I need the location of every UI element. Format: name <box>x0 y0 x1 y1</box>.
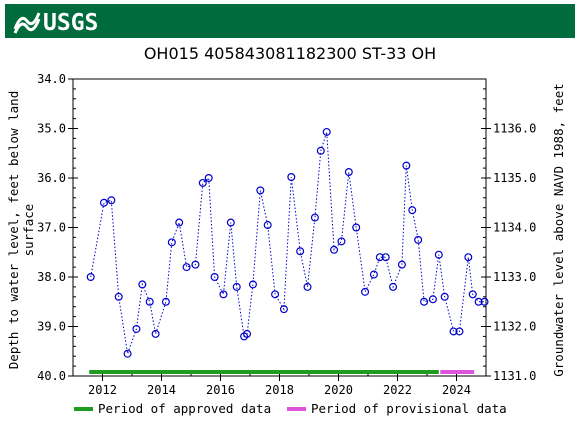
y-left-tick-label: 34.0 <box>37 72 66 86</box>
approved-period-bar <box>89 370 439 374</box>
y-right-tick-label: 1135.0 <box>493 171 536 185</box>
data-point <box>296 247 305 256</box>
data-point <box>420 297 429 306</box>
data-point <box>389 282 398 291</box>
data-point <box>408 206 417 215</box>
x-tick-label: 2022 <box>383 383 412 397</box>
data-point <box>210 273 219 282</box>
y-left-tick-label: 40.0 <box>37 369 66 383</box>
y-right-tick-label: 1132.0 <box>493 320 536 334</box>
data-point <box>337 237 346 246</box>
usgs-banner: USGS <box>5 4 575 38</box>
data-point <box>344 168 353 177</box>
data-point <box>464 253 473 262</box>
data-point <box>107 196 116 205</box>
data-point <box>330 245 339 254</box>
data-point <box>287 173 296 182</box>
data-point <box>279 305 288 314</box>
data-point <box>303 282 312 291</box>
right-axis: 1136.0 1135.0 1134.0 1133.0 1132.0 1131.0 <box>481 88 536 383</box>
data-point <box>369 270 378 279</box>
y-left-tick-label: 35.0 <box>37 122 66 136</box>
data-point <box>138 280 147 289</box>
usgs-logo-icon: USGS <box>13 10 98 36</box>
data-point <box>191 260 200 269</box>
data-point <box>310 213 319 222</box>
data-point <box>352 223 361 232</box>
data-point <box>86 273 95 282</box>
y-right-tick-label: 1133.0 <box>493 270 536 284</box>
y-left-tick-label: 38.0 <box>37 270 66 284</box>
y-axis-left-label: Depth to water level, feet below land <box>6 91 21 369</box>
data-point <box>428 295 437 304</box>
data-point <box>440 292 449 301</box>
y-right-tick-label: 1131.0 <box>493 369 536 383</box>
data-point <box>151 329 160 338</box>
y-right-tick-label: 1136.0 <box>493 122 536 136</box>
data-point <box>322 127 331 136</box>
usgs-logo: USGS <box>13 7 133 41</box>
data-point <box>226 218 235 227</box>
y-left-tick-label: 39.0 <box>37 320 66 334</box>
x-tick-label: 2024 <box>442 383 471 397</box>
data-point <box>397 260 406 269</box>
data-point <box>248 280 257 289</box>
data-point <box>243 329 252 338</box>
y-left-tick-label: 36.0 <box>37 171 66 185</box>
data-point <box>316 146 325 155</box>
data-point <box>449 327 458 336</box>
data-point <box>219 290 228 299</box>
series-line <box>90 131 485 354</box>
data-point <box>381 253 390 262</box>
data-point <box>256 186 265 195</box>
x-tick-label: 2018 <box>265 383 294 397</box>
y-axis-left-label-2: surface <box>21 204 36 257</box>
legend-swatch <box>287 407 306 411</box>
data-point <box>271 290 280 299</box>
data-point <box>198 178 207 187</box>
legend-label: Period of approved data <box>98 401 271 416</box>
legend: Period of approved data Period of provisi… <box>74 401 507 416</box>
data-point <box>402 161 411 170</box>
data-point <box>167 238 176 247</box>
data-point <box>161 297 170 306</box>
data-point <box>375 253 384 262</box>
data-point <box>232 282 241 291</box>
period-bars <box>89 370 475 374</box>
data-series <box>86 127 489 358</box>
provisional-period-bar <box>440 370 475 374</box>
y-axis-right-label: Groundwater level above NAVD 1988, feet <box>551 83 566 377</box>
data-point <box>480 297 489 306</box>
data-point <box>99 198 108 207</box>
data-point <box>414 235 423 244</box>
x-tick-label: 2020 <box>324 383 353 397</box>
data-point <box>474 297 483 306</box>
data-point <box>455 327 464 336</box>
legend-swatch <box>74 407 93 411</box>
svg-text:USGS: USGS <box>43 10 98 35</box>
chart-title: OH015 405843081182300 ST-33 OH <box>143 44 437 63</box>
legend-label: Period of provisional data <box>311 401 507 416</box>
left-axis: 34.0 35.0 36.0 37.0 38.0 39.0 40.0 <box>37 72 78 383</box>
data-point <box>114 292 123 301</box>
data-point <box>132 324 141 333</box>
data-point <box>175 218 184 227</box>
data-point <box>361 287 370 296</box>
data-point <box>182 263 191 272</box>
y-left-tick-label: 37.0 <box>37 221 66 235</box>
data-point <box>123 349 132 358</box>
data-point <box>434 250 443 259</box>
x-tick-label: 2014 <box>147 383 176 397</box>
data-point <box>204 174 213 183</box>
data-point <box>468 290 477 299</box>
x-tick-label: 2016 <box>206 383 235 397</box>
x-tick-label: 2012 <box>88 383 117 397</box>
data-point <box>145 297 154 306</box>
y-right-tick-label: 1134.0 <box>493 221 536 235</box>
x-axis: 2012 2014 2016 2018 2020 2022 2024 <box>72 371 487 397</box>
data-point <box>263 221 272 230</box>
